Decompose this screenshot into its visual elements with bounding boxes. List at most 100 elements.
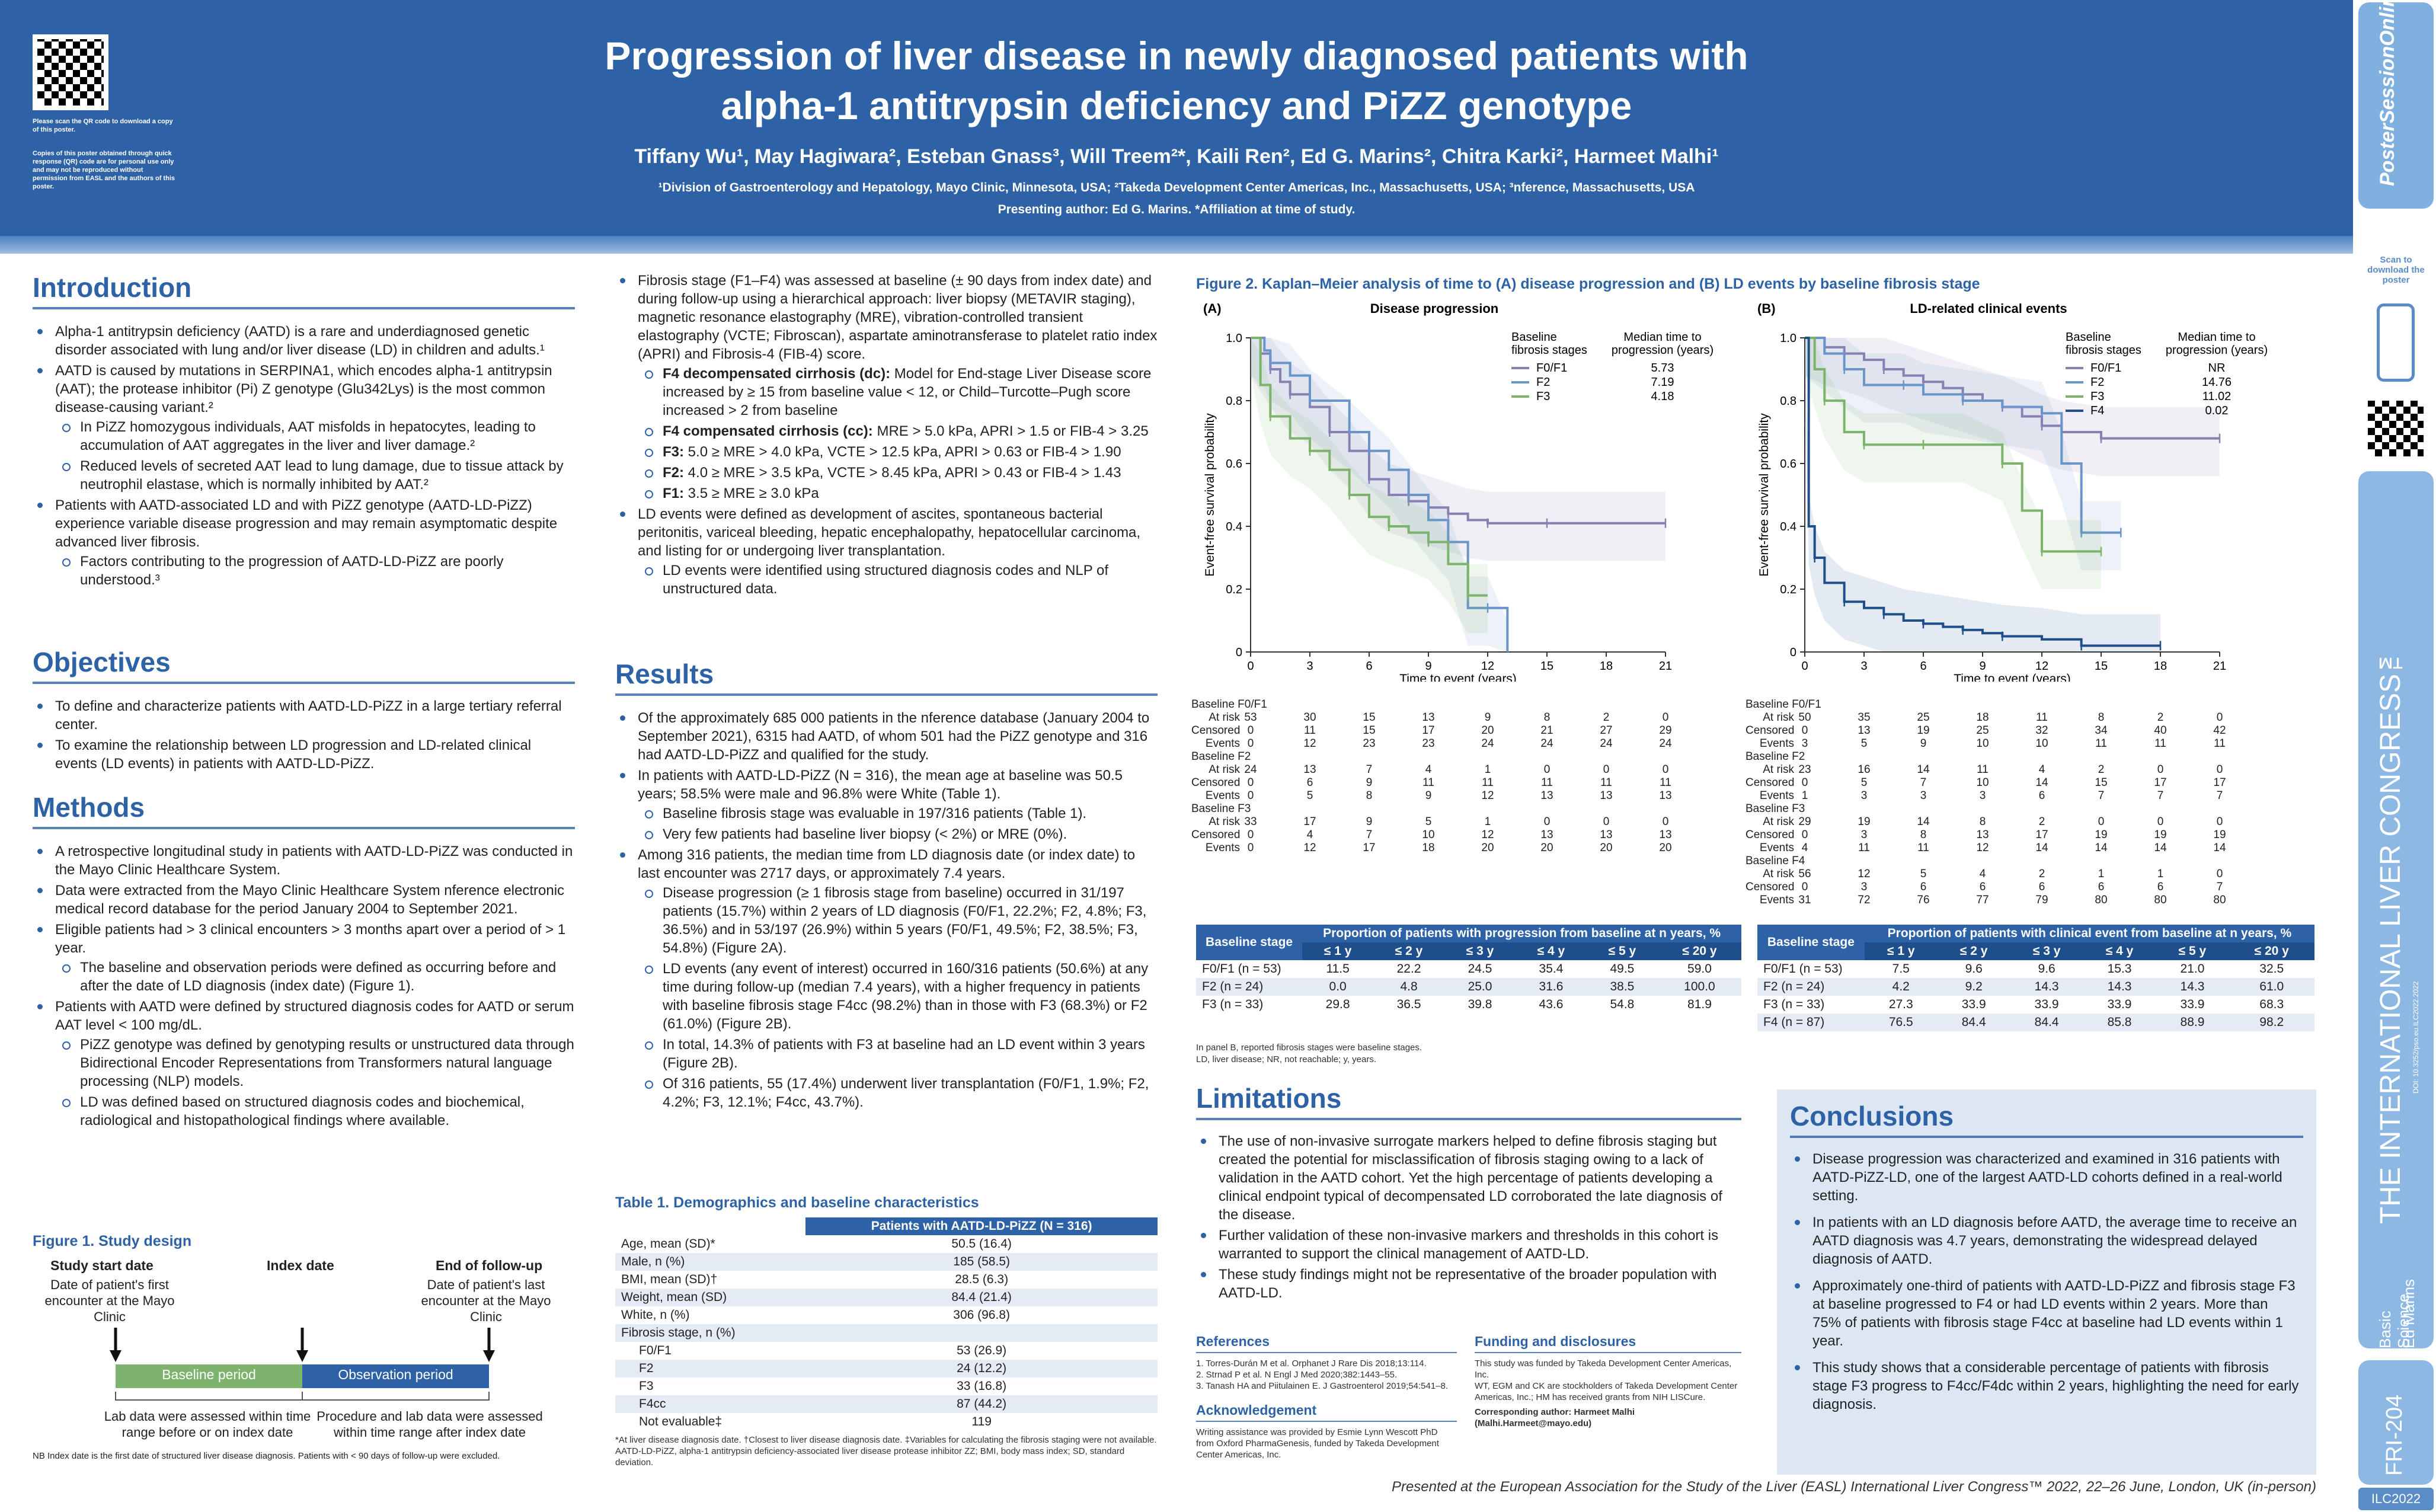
figure2-abbreviations: LD, liver disease; NR, not reachable; y,… — [1196, 1054, 1377, 1065]
table-cell: 61.0 — [2229, 978, 2314, 996]
end-followup-label: End of follow-up — [436, 1258, 543, 1273]
risk-row-label: At risk — [1209, 816, 1240, 828]
confidence-band — [1805, 338, 2160, 652]
risk-value: 13 — [1540, 789, 1553, 802]
table1-title: Table 1. Demographics and baseline chara… — [615, 1194, 979, 1211]
risk-value: 11 — [1977, 763, 1989, 776]
table1-value: 185 (58.5) — [805, 1253, 1158, 1271]
risk-value: 29 — [1659, 724, 1672, 737]
table1-value: 50.5 (16.4) — [951, 1237, 1012, 1251]
divider — [1196, 1421, 1457, 1422]
sidebar-qr-icon[interactable] — [2363, 396, 2428, 461]
risk-value: 14 — [2035, 842, 2048, 854]
poster-title-line1: Progression of liver disease in newly di… — [605, 34, 1748, 78]
methods-bullet: Patients with AATD were defined by struc… — [33, 998, 575, 1130]
risk-value: 1 — [1484, 816, 1491, 828]
objectives-section: Objectives To define and characterize pa… — [33, 646, 575, 775]
year-column-header: ≤ 1 y — [1302, 942, 1374, 960]
risk-value: 24 — [1540, 737, 1553, 750]
poster-id: FRI-204 — [2382, 1394, 2407, 1476]
brand-box[interactable]: PosterSessionOnline — [2358, 0, 2434, 209]
risk-value: 0 — [1247, 842, 1254, 854]
confidence-band — [1251, 338, 1508, 652]
x-tick-label: 15 — [2095, 660, 2108, 673]
risk-row: Censored 0 6 9 11 11 11 11 11 — [1191, 776, 1743, 789]
risk-value: 13 — [1659, 829, 1672, 841]
risk-row-label: Censored — [1746, 881, 1795, 893]
y-axis-label: Event-free survival probability — [1203, 413, 1217, 577]
table-cell: 85.8 — [2083, 1014, 2156, 1031]
risk-value: 11 — [1541, 776, 1553, 789]
objectives-heading: Objectives — [33, 647, 171, 677]
risk-row: Censored 0 11 15 17 20 21 27 29 — [1191, 724, 1743, 737]
intro-bullet: AATD is caused by mutations in SERPINA1,… — [33, 362, 575, 494]
risk-value: 29 — [1798, 816, 1811, 828]
divider — [33, 307, 575, 309]
risk-value: 4 — [1425, 763, 1432, 776]
y-tick-label: 1.0 — [1226, 332, 1242, 345]
year-column-header: ≤ 5 y — [1586, 942, 1658, 960]
table1-value: 24 (12.2) — [805, 1360, 1158, 1377]
risk-value: 17 — [2213, 776, 2226, 789]
objective-bullet: To examine the relationship between LD p… — [33, 736, 575, 773]
table1-row: F4cc 87 (44.2) — [615, 1395, 1158, 1413]
table1-row: Male, n (%) 185 (58.5) — [615, 1253, 1158, 1271]
table-cell: 68.3 — [2259, 998, 2284, 1011]
phone-icon — [2377, 303, 2415, 382]
risk-value: 20 — [1481, 724, 1494, 737]
risk-value: 0 — [2157, 763, 2164, 776]
risk-value: 14 — [1917, 763, 1930, 776]
conclusions-section: Conclusions Disease progression was char… — [1777, 1089, 2316, 1475]
year-column-header: ≤ 2 y — [1937, 942, 2010, 960]
risk-value: 8 — [1543, 711, 1551, 724]
risk-value: 13 — [1540, 829, 1553, 841]
year-column-header: ≤ 3 y — [1444, 942, 1516, 960]
table1-label: Fibrosis stage, n (%) — [615, 1324, 806, 1342]
risk-value: 17 — [1422, 724, 1435, 737]
table1-value: 53 (26.9) — [957, 1344, 1007, 1357]
risk-value: 19 — [1858, 816, 1871, 828]
risk-value: 11 — [1600, 776, 1612, 789]
table-cell: 39.8 — [1468, 998, 1492, 1011]
risk-value: 1 — [1484, 763, 1491, 776]
risk-row: Censored 0 4 7 10 12 13 13 13 — [1191, 829, 1743, 842]
risk-value: 15 — [2095, 776, 2108, 789]
divider — [33, 682, 575, 684]
table-row: F2 (n = 24) 0.0 4.8 25.0 31.6 38.5 100.0 — [1196, 978, 1741, 996]
risk-value: 0 — [2216, 816, 2223, 828]
risk-value: 12 — [1976, 842, 1989, 854]
start-description: Date of patient's first encounter at the… — [44, 1277, 175, 1324]
x-tick-label: 18 — [2154, 660, 2167, 673]
qr-code-icon[interactable] — [33, 34, 108, 110]
corresponding-email[interactable]: (Malhi.Harmeet@mayo.edu) — [1475, 1418, 1592, 1428]
risk-value: 13 — [1303, 763, 1316, 776]
risk-value: 14 — [1917, 816, 1930, 828]
acknowledgement-heading: Acknowledgement — [1196, 1402, 1317, 1418]
methods-sub-bullet: LD was defined based on structured diagn… — [55, 1093, 575, 1130]
table-cell: F2 (n = 24) — [1196, 978, 1303, 996]
intro-sub-bullet: Reduced levels of secreted AAT lead to l… — [55, 457, 575, 494]
objective-bullet: To define and characterize patients with… — [33, 697, 575, 734]
legend-heading-median: Median time to progression (years) — [1612, 331, 1713, 357]
legend-label: F3 — [2090, 390, 2104, 403]
table1-label: Age, mean (SD)* — [621, 1237, 715, 1251]
doi: DOI: 10.3252/pso.eu.ILC2022.2022 — [2412, 981, 2420, 1094]
qr-copy-note: Copies of this poster obtained through q… — [33, 150, 175, 190]
y-tick-label: 0.8 — [1226, 395, 1242, 408]
confidence-band — [1251, 338, 1488, 634]
y-tick-label: 0.8 — [1780, 395, 1796, 408]
risk-value: 1 — [2098, 868, 2105, 880]
risk-row: At risk 29 19 14 8 2 0 0 0 — [1746, 816, 2314, 829]
table1-row: Fibrosis stage, n (%) — [615, 1324, 1158, 1342]
x-tick-label: 9 — [1979, 660, 1986, 673]
risk-row: At risk 24 13 7 4 1 0 0 0 — [1191, 763, 1743, 776]
table-cell: 38.5 — [1586, 978, 1658, 996]
table1-label: Not evaluable‡ — [639, 1415, 723, 1428]
risk-value: 23 — [1363, 737, 1376, 750]
risk-value: 79 — [2035, 894, 2048, 906]
y-tick-label: 1.0 — [1780, 332, 1796, 345]
results-sub-bullet: Baseline fibrosis stage was evaluable in… — [638, 804, 1158, 823]
table-cell: 14.3 — [2010, 978, 2083, 996]
risk-value: 20 — [1659, 842, 1672, 854]
table-cell: F3 (n = 33) — [1202, 998, 1264, 1011]
